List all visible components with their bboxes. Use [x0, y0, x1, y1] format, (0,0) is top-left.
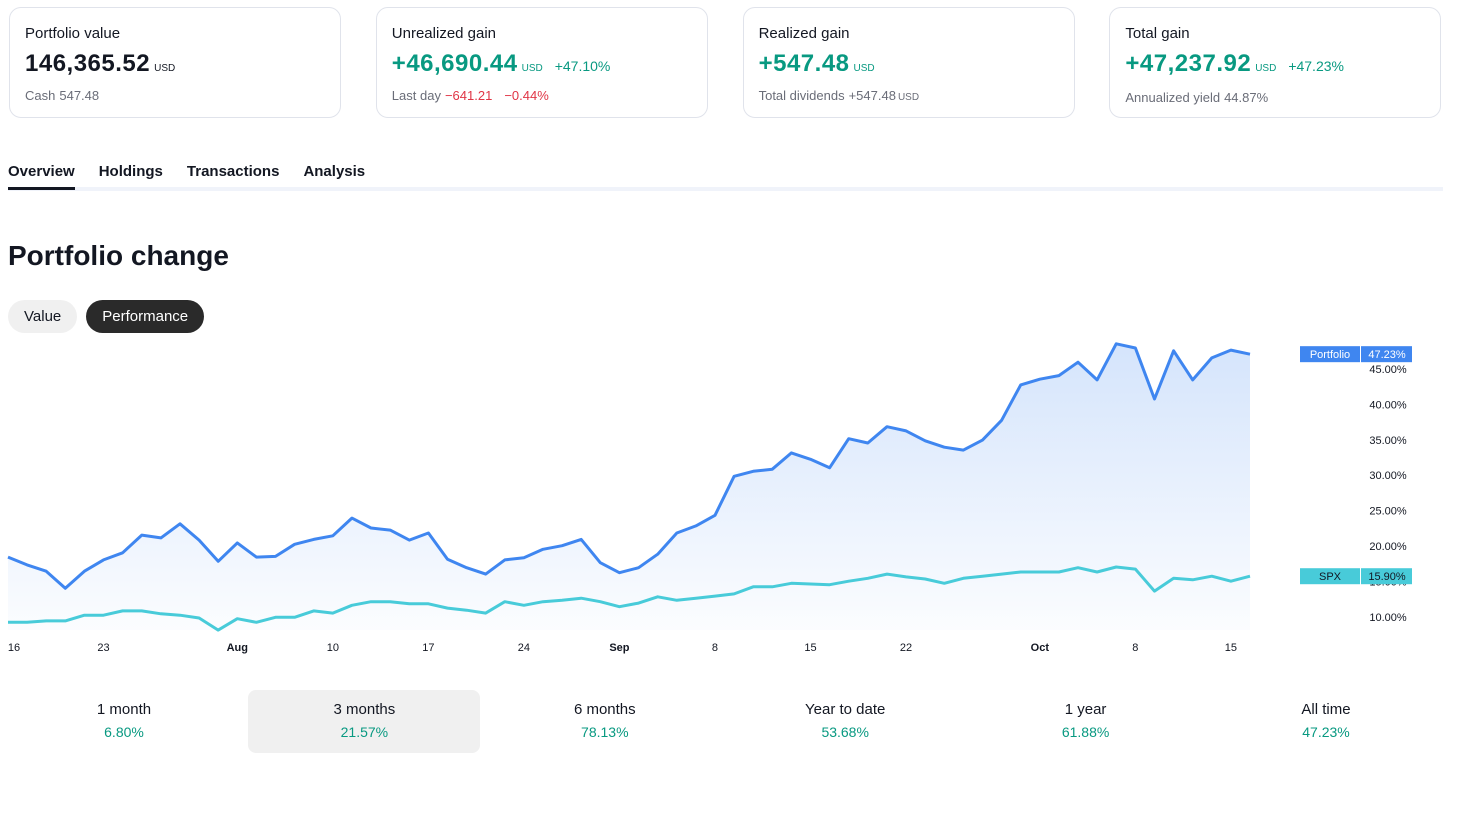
- price-label-value-box: [1361, 346, 1412, 363]
- price-label-value: 15.90%: [1368, 571, 1406, 583]
- card-change: +47.10%: [554, 58, 611, 74]
- card-unit: USD: [1255, 63, 1277, 74]
- card-sub-row: Last day −641.21 −0.44%: [392, 88, 549, 103]
- card-value: +547.48: [758, 50, 850, 77]
- y-tick-label: 20.00%: [1369, 541, 1407, 553]
- x-tick-label: 23: [97, 642, 109, 654]
- card-unit: USD: [521, 63, 543, 74]
- card-value: +47,237.92: [1125, 50, 1252, 77]
- card-sub-label: Total dividends: [758, 88, 845, 103]
- card-sub-change: −0.44%: [504, 88, 549, 103]
- period-button[interactable]: All time 47.23%: [1210, 690, 1442, 753]
- period-value: 53.68%: [821, 724, 869, 740]
- x-tick-label: 8: [712, 642, 718, 654]
- x-tick-label: Sep: [609, 642, 629, 654]
- period-label: 3 months: [333, 701, 396, 718]
- card-value-row: +47,237.92 USD +47.23%: [1125, 50, 1344, 78]
- toggle-button[interactable]: Performance: [86, 300, 205, 333]
- price-label-value-box: [1361, 568, 1412, 585]
- price-label-name-box: [1300, 568, 1360, 585]
- summary-card: Unrealized gain +46,690.44 USD +47.10% Last …: [375, 7, 708, 118]
- tab-bar: Overview Holdings Transactions Analysis: [8, 160, 1443, 191]
- card-value: +46,690.44: [391, 50, 518, 77]
- card-sub-value: +547.48: [848, 88, 896, 103]
- area: [8, 343, 1250, 630]
- period-value: 47.23%: [1302, 724, 1350, 740]
- summary-card: Total gain +47,237.92 USD +47.23% Annualized…: [1109, 7, 1442, 118]
- y-tick-label: 40.00%: [1369, 399, 1407, 411]
- period-label: All time: [1301, 701, 1351, 718]
- price-label-name: SPX: [1319, 571, 1342, 583]
- period-button[interactable]: 6 months 78.13%: [489, 690, 721, 753]
- card-value: 146,365.52: [25, 50, 151, 77]
- tab[interactable]: Overview: [8, 160, 75, 190]
- card-sub-unit: USD: [897, 92, 920, 103]
- price-label-name-box: [1300, 346, 1360, 363]
- card-sub-row: Total dividends +547.48 USD: [759, 88, 919, 103]
- y-tick-label: 10.00%: [1369, 612, 1407, 624]
- card-change: +47.23%: [1288, 58, 1344, 74]
- card-sub-row: Annualized yield 44.87%: [1125, 90, 1268, 105]
- section-title: Portfolio change: [8, 240, 229, 271]
- x-tick-label: 10: [327, 642, 339, 654]
- x-tick-label: 16: [8, 642, 20, 654]
- view-toggle: Value Performance: [8, 300, 205, 333]
- summary-card: Portfolio value 146,365.52 USD Cash 547.48: [9, 7, 341, 118]
- card-sub-label: Last day: [391, 88, 441, 103]
- summary-card: Realized gain +547.48 USD Total dividends +5…: [742, 7, 1075, 118]
- x-tick-label: Aug: [227, 642, 248, 654]
- x-tick-label: 15: [1225, 642, 1237, 654]
- card-unit: USD: [154, 63, 176, 74]
- card-title: Portfolio value: [25, 25, 121, 42]
- card-title: Unrealized gain: [391, 25, 497, 42]
- x-tick-label: 22: [900, 642, 912, 654]
- card-sub-label: Cash: [25, 88, 56, 103]
- card-value-row: +46,690.44 USD +47.10%: [392, 50, 611, 78]
- tab[interactable]: Analysis: [303, 163, 366, 180]
- tab[interactable]: Holdings: [98, 163, 163, 180]
- card-title: Realized gain: [758, 25, 850, 42]
- period-value: 6.80%: [104, 724, 144, 740]
- toggle-button[interactable]: Value: [8, 300, 78, 333]
- period-value: 21.57%: [340, 724, 389, 740]
- y-tick-label: 25.00%: [1369, 506, 1407, 518]
- card-sub-row: Cash 547.48: [25, 88, 99, 103]
- card-sub-value: −641.21: [444, 88, 493, 103]
- period-button[interactable]: 1 year 61.88%: [970, 690, 1202, 753]
- x-tick-label: 15: [804, 642, 816, 654]
- card-title: Total gain: [1125, 25, 1190, 42]
- period-button[interactable]: 1 month 6.80%: [8, 690, 240, 753]
- period-value: 61.88%: [1061, 724, 1110, 740]
- period-button[interactable]: 3 months 21.57%: [248, 690, 481, 753]
- y-tick-label: 45.00%: [1369, 364, 1407, 376]
- period-value: 78.13%: [581, 724, 629, 740]
- price-label-name: Portfolio: [1310, 349, 1350, 361]
- period-button[interactable]: Year to date 53.68%: [729, 690, 961, 753]
- y-tick-label: 35.00%: [1369, 435, 1407, 447]
- period-label: 1 year: [1064, 701, 1107, 718]
- price-label-value: 47.23%: [1368, 349, 1406, 361]
- card-sub-value: 547.48: [59, 88, 100, 103]
- card-sub-label: Annualized yield: [1125, 90, 1221, 105]
- card-unit: USD: [853, 63, 875, 74]
- x-tick-label: 17: [422, 642, 434, 654]
- card-value-row: 146,365.52 USD: [25, 50, 175, 78]
- tab[interactable]: Transactions: [186, 163, 280, 180]
- x-tick-label: 8: [1132, 642, 1138, 654]
- x-tick-label: Oct: [1031, 642, 1050, 654]
- line: [7, 342, 1251, 590]
- period-label: 6 months: [573, 701, 636, 718]
- x-tick-label: 24: [518, 642, 530, 654]
- card-value-row: +547.48 USD: [759, 50, 875, 78]
- period-label: Year to date: [805, 701, 886, 718]
- card-sub-value: 44.87%: [1224, 90, 1269, 105]
- y-tick-label: 30.00%: [1369, 470, 1407, 482]
- line: [8, 565, 1251, 632]
- period-label: 1 month: [96, 701, 152, 718]
